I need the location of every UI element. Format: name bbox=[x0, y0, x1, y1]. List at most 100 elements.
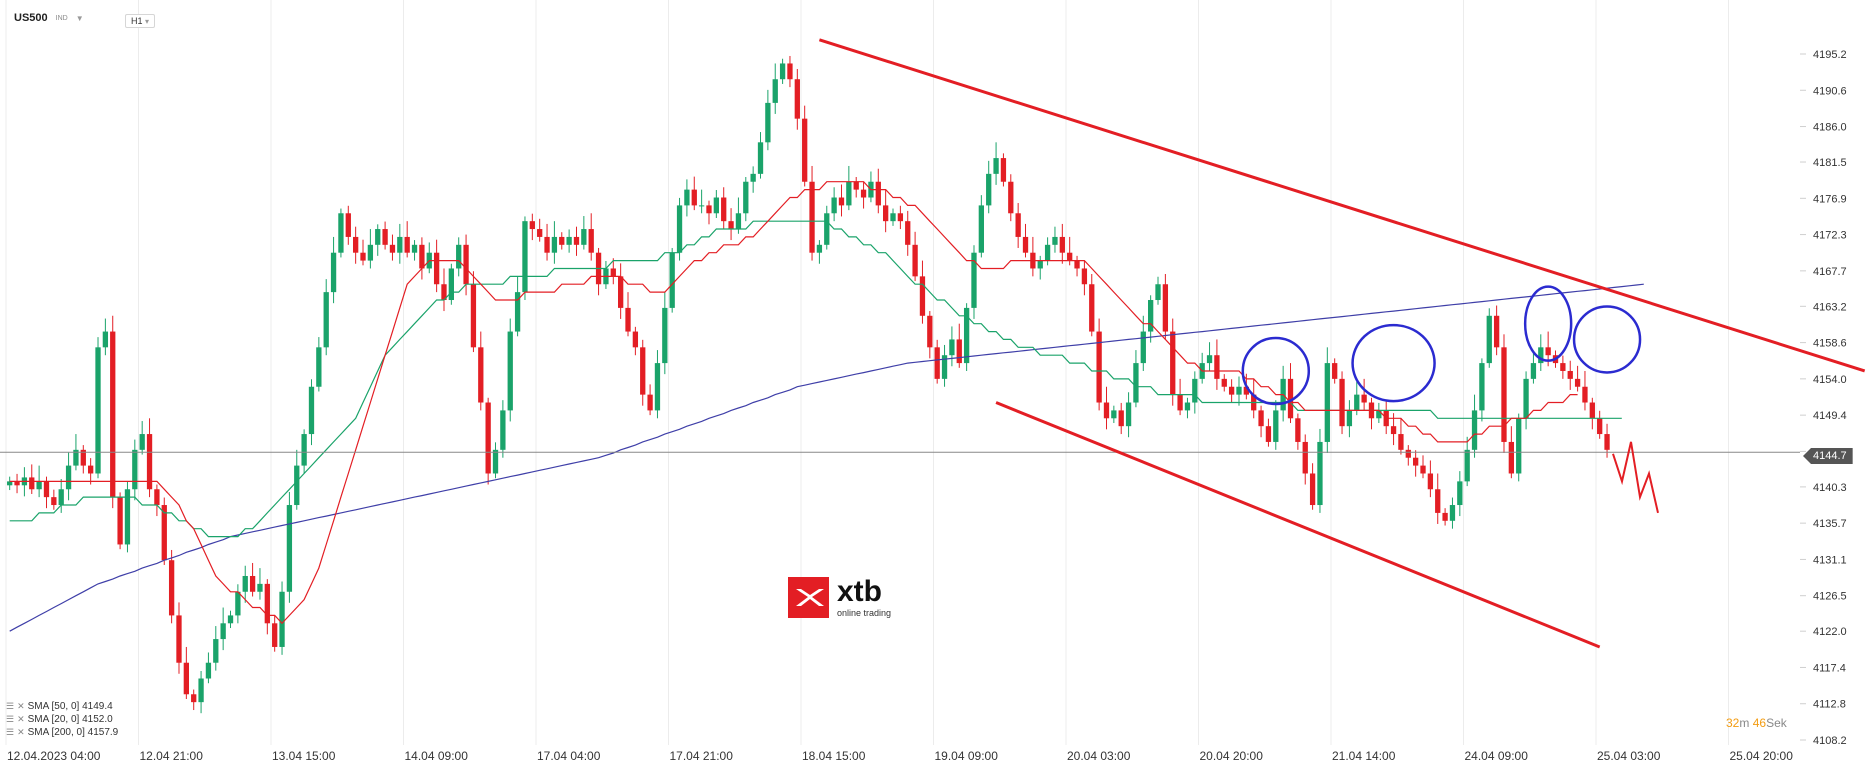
candle-body bbox=[73, 449, 79, 466]
candle-body bbox=[227, 615, 234, 624]
y-tick-label: 4131.1 bbox=[1813, 554, 1847, 566]
candle-body bbox=[1376, 410, 1382, 419]
sma-50-line bbox=[9, 220, 1622, 538]
candle-body bbox=[1111, 410, 1117, 419]
candle-body bbox=[551, 236, 558, 253]
candle-body bbox=[838, 197, 845, 206]
sma-200-line bbox=[9, 283, 1644, 632]
candle-body bbox=[1155, 284, 1161, 301]
candle-body bbox=[647, 394, 653, 411]
close-icon[interactable]: ✕ bbox=[17, 701, 25, 711]
candle-body bbox=[124, 489, 131, 545]
candle-body bbox=[1523, 378, 1529, 419]
candle-body bbox=[743, 181, 749, 214]
candle-body bbox=[117, 497, 123, 545]
y-tick-label: 4163.2 bbox=[1813, 301, 1847, 313]
candle-body bbox=[51, 497, 57, 506]
candle-body bbox=[1354, 394, 1360, 411]
candle-body bbox=[1133, 363, 1139, 403]
candle-body bbox=[36, 481, 42, 490]
candle-body bbox=[514, 292, 521, 332]
close-icon[interactable]: ✕ bbox=[17, 727, 25, 737]
candle-body bbox=[1052, 236, 1058, 245]
candle-body bbox=[500, 410, 506, 450]
candle-body bbox=[1324, 363, 1330, 442]
y-tick-label: 4122.0 bbox=[1813, 626, 1847, 638]
candle-body bbox=[941, 355, 948, 379]
candle-body bbox=[242, 575, 248, 592]
y-tick-label: 4135.7 bbox=[1813, 518, 1847, 530]
candle-body bbox=[875, 181, 881, 206]
candle-body bbox=[463, 244, 469, 285]
y-tick-label: 4186.0 bbox=[1813, 122, 1847, 134]
candle-body bbox=[1302, 441, 1308, 474]
x-tick-label: 12.04.2023 04:00 bbox=[7, 749, 101, 763]
logo-wordmark: xtb bbox=[837, 574, 882, 608]
candle-body bbox=[1398, 434, 1404, 450]
close-icon[interactable]: ✕ bbox=[17, 714, 25, 724]
candle-body bbox=[1560, 363, 1566, 371]
candle-body bbox=[1567, 370, 1573, 379]
candle-body bbox=[433, 252, 440, 285]
highlight-circle bbox=[1351, 323, 1436, 403]
timer-seconds: 46 bbox=[1752, 716, 1767, 730]
candle-body bbox=[1530, 363, 1537, 379]
candle-body bbox=[809, 181, 815, 253]
candle-body bbox=[1074, 260, 1080, 269]
timer-minutes-unit: m bbox=[1739, 716, 1750, 730]
candle-body bbox=[14, 481, 20, 486]
candle-body bbox=[1413, 457, 1419, 466]
candle-body bbox=[507, 331, 513, 411]
legend-item-sma200[interactable]: ☰ ✕ SMA [200, 0] 4157.9 bbox=[6, 726, 118, 739]
x-tick-label: 13.04 15:00 bbox=[272, 749, 336, 763]
symbol-label[interactable]: US500 bbox=[14, 12, 48, 24]
projection-line bbox=[1612, 441, 1659, 514]
candle-body bbox=[478, 347, 484, 403]
candle-body bbox=[956, 339, 962, 364]
candle-body bbox=[470, 284, 477, 348]
candle-body bbox=[1442, 512, 1448, 521]
candle-body bbox=[1508, 441, 1514, 474]
candle-body bbox=[1258, 410, 1264, 427]
candle-body bbox=[581, 229, 587, 245]
candle-body bbox=[522, 221, 528, 293]
candle-body bbox=[824, 213, 830, 245]
candle-body bbox=[176, 615, 182, 663]
legend-item-sma20[interactable]: ☰ ✕ SMA [20, 0] 4152.0 bbox=[6, 713, 118, 726]
y-tick-label: 4190.6 bbox=[1813, 85, 1847, 97]
candle-body bbox=[735, 213, 742, 230]
candle-body bbox=[1273, 410, 1279, 442]
candle-body bbox=[1206, 355, 1213, 364]
candle-body bbox=[139, 434, 145, 450]
candle-body bbox=[65, 465, 72, 490]
y-tick-label: 4112.8 bbox=[1813, 699, 1846, 711]
candle-body bbox=[1449, 505, 1456, 521]
candle-body bbox=[971, 252, 977, 308]
candle-body bbox=[610, 268, 616, 277]
candle-body bbox=[1427, 473, 1434, 490]
candle-body bbox=[1582, 386, 1588, 403]
candle-body bbox=[544, 236, 550, 253]
candle-body bbox=[721, 197, 727, 222]
candle-body bbox=[1081, 268, 1088, 285]
candle-body bbox=[573, 236, 580, 245]
xtb-emblem-icon bbox=[796, 589, 824, 606]
candle-body bbox=[1516, 418, 1522, 474]
candle-body bbox=[1184, 402, 1191, 411]
chevron-down-icon[interactable]: ▼ bbox=[75, 13, 84, 23]
candle-body bbox=[772, 79, 778, 103]
candle-body bbox=[706, 205, 712, 214]
candle-body bbox=[279, 591, 285, 647]
legend-item-sma50[interactable]: ☰ ✕ SMA [50, 0] 4149.4 bbox=[6, 700, 118, 713]
timeframe-selector[interactable]: H1 ▾ bbox=[125, 14, 156, 28]
candle-body bbox=[691, 189, 697, 206]
candle-body bbox=[95, 347, 101, 474]
candle-body bbox=[632, 331, 639, 348]
x-tick-label: 25.04 20:00 bbox=[1730, 749, 1794, 763]
y-tick-label: 4117.4 bbox=[1813, 662, 1846, 674]
candle-body bbox=[456, 244, 462, 269]
instrument-header[interactable]: US500 IND ▼ bbox=[14, 12, 84, 24]
candle-body bbox=[978, 205, 984, 253]
legend-label: SMA [50, 0] 4149.4 bbox=[27, 701, 113, 712]
